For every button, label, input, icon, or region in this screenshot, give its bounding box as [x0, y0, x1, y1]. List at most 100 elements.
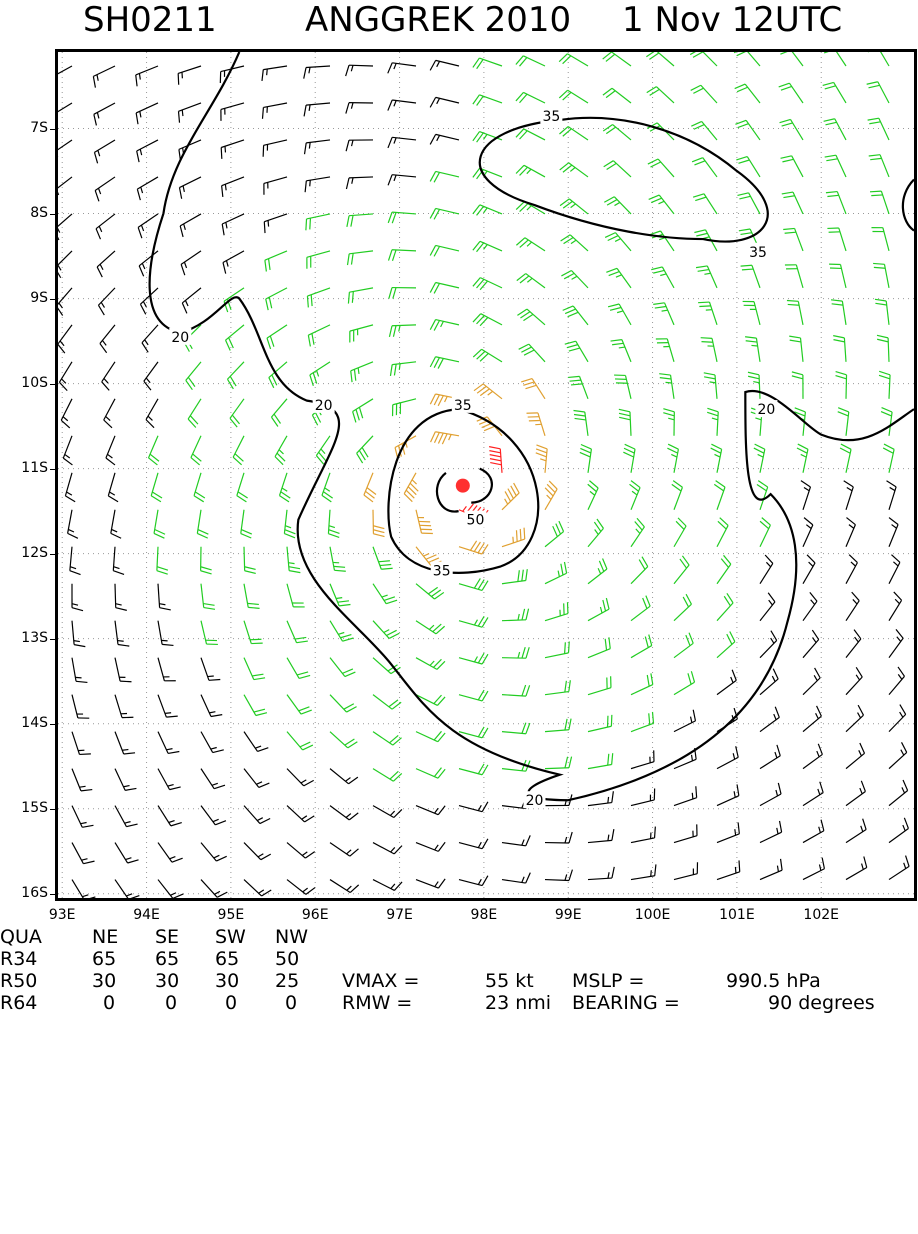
wind-barb [58, 214, 72, 240]
rmw-label: RMW = [342, 992, 412, 1014]
wind-barb [781, 156, 803, 177]
lon-tick-label: 94E [127, 907, 167, 923]
wind-barb [158, 732, 179, 754]
wind-barb [867, 82, 889, 103]
wind-barb [823, 82, 846, 103]
wind-barb [588, 753, 613, 768]
wind-barb [287, 732, 313, 750]
wind-barb [545, 719, 571, 732]
wind-barb [271, 399, 287, 427]
wind-barb [701, 338, 717, 362]
wind-barb [603, 125, 631, 140]
wind-barb [223, 251, 244, 274]
wind-barb [284, 510, 295, 538]
wind-barb [416, 621, 445, 634]
wind-barb [58, 103, 72, 127]
wind-barb [803, 668, 820, 695]
r34-nw: 50 [275, 948, 299, 970]
r34-sw: 65 [215, 948, 239, 970]
header-qua: QUA [0, 926, 42, 948]
wind-barb [346, 65, 373, 76]
wind-barb [674, 862, 697, 879]
row-label: R34 [0, 948, 37, 970]
wind-barb [782, 192, 803, 214]
wind-barb [631, 557, 648, 584]
wind-barb [58, 288, 72, 316]
lon-tick-label: 99E [548, 907, 588, 923]
wind-barb [846, 592, 859, 621]
wind-barb [870, 191, 889, 214]
wind-barb [778, 52, 803, 66]
wind-barb [226, 325, 244, 351]
wind-barb [846, 743, 865, 769]
wind-barb [833, 336, 846, 362]
wind-barb [803, 630, 819, 658]
contour-label: 35 [433, 564, 451, 580]
wind-barb [348, 251, 373, 265]
wind-barb [648, 159, 674, 177]
wind-barb [559, 54, 588, 66]
wind-barb [545, 642, 569, 658]
wind-barb [536, 445, 547, 473]
table-row-r50: R50 30 30 30 25 VMAX = 55 kt MSLP = 990.… [0, 970, 24, 991]
wind-barb [330, 880, 359, 893]
wind-barb [237, 473, 248, 502]
mslp-value: 990.5 hPa [726, 970, 821, 992]
wind-barb [416, 510, 433, 534]
wind-barb [58, 140, 72, 164]
bearing-label: BEARING = [572, 992, 680, 1014]
wind-barb [430, 283, 459, 294]
wind-barb [824, 119, 846, 140]
header-ne: NE [92, 926, 118, 948]
wind-barb [262, 66, 287, 81]
wind-barb [350, 325, 373, 343]
wind-barb [674, 671, 695, 694]
r64-ne: 0 [103, 992, 115, 1014]
wind-barb [72, 695, 89, 719]
wind-barb [373, 880, 402, 891]
wind-barb [459, 653, 488, 664]
wind-barb [559, 90, 588, 103]
wind-barb [527, 413, 545, 436]
vmax-value: 55 kt [485, 970, 534, 992]
wind-barb [838, 408, 849, 436]
wind-barb [473, 205, 502, 216]
wind-barb [389, 325, 416, 337]
wind-barb [502, 528, 525, 547]
wind-barb [801, 481, 811, 510]
wind-barb [717, 555, 731, 583]
wind-barb [65, 473, 75, 502]
wind-barb [459, 764, 488, 775]
wind-barb [94, 140, 115, 163]
wind-barb [646, 52, 674, 66]
wind-barb [760, 555, 773, 584]
wind-barb [98, 288, 115, 315]
wind-barb [430, 320, 459, 331]
wind-barb [877, 335, 889, 362]
wind-barb [115, 843, 139, 863]
wind-barb [188, 399, 201, 428]
wind-barb [241, 510, 252, 538]
wind-barb [502, 569, 527, 584]
wind-barb [304, 66, 330, 79]
wind-barb [844, 481, 854, 510]
wind-barb [244, 547, 256, 574]
wind-barb [502, 483, 519, 510]
wind-barb [659, 374, 674, 399]
wind-barb [588, 676, 611, 694]
wind-barb [63, 436, 72, 465]
wind-barb [473, 241, 502, 251]
lat-tick-label: 8S [12, 205, 48, 221]
wind-barb [178, 103, 201, 123]
wind-barb [388, 63, 416, 74]
wind-barb [115, 732, 135, 754]
wind-barb [230, 399, 244, 427]
wind-barb [244, 658, 265, 680]
wind-barb [373, 621, 399, 639]
wind-barb [803, 782, 823, 806]
wind-barb [222, 214, 244, 235]
r64-nw: 0 [285, 992, 297, 1014]
wind-barb [803, 820, 824, 843]
wind-barb [717, 860, 740, 879]
wind-barb [889, 592, 902, 621]
